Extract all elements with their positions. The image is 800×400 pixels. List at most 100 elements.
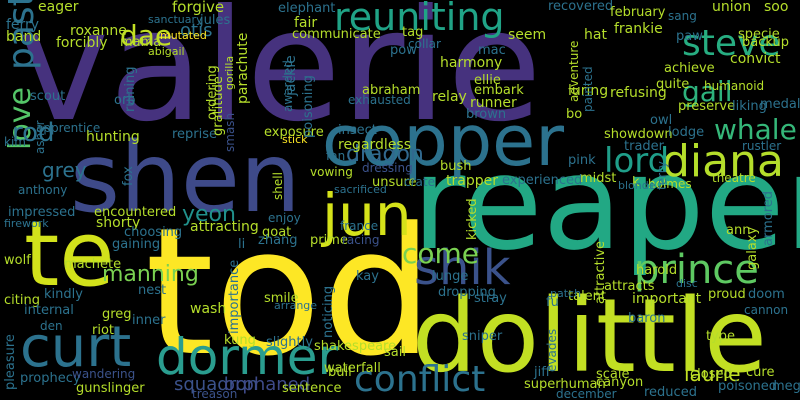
cloud-word-crate: crate [404,175,435,189]
cloud-word-mutated: mutated [160,29,207,42]
cloud-word-impressed: impressed [8,205,76,220]
cloud-word-bull: bull [328,365,352,380]
cloud-word-regardless: regardless [338,137,412,153]
cloud-word-gaining: gaining [112,237,161,252]
cloud-word-talent: talent [568,289,607,304]
cloud-word-communicate: communicate [292,27,381,42]
cloud-word-showdown: showdown [604,127,673,142]
cloud-word-specie: specie [738,27,780,42]
cloud-word-proud: proud [708,287,746,302]
cloud-word-kim: kim [4,135,26,149]
cloud-word-den: den [40,319,63,333]
cloud-word-quite: quite [656,77,690,92]
cloud-word-canyon: canyon [596,375,644,390]
cloud-word-asher: asher [33,120,47,154]
cloud-word-kung: kung [224,333,256,348]
cloud-word-zhang: zhang [258,233,298,248]
cloud-word-closed: closed [690,367,732,382]
cloud-word-owl: owl [650,113,673,128]
cloud-word-treason: treason [192,387,238,400]
cloud-word-collar: collar [408,37,441,51]
cloud-word-prophecy: prophecy [20,371,81,386]
cloud-word-fox: fox [121,166,136,186]
cloud-word-parachute: parachute [235,32,251,104]
cloud-word-rustler: rustler [742,139,782,153]
cloud-word-gunslinger: gunslinger [76,381,145,396]
cloud-word-kay: kay [356,269,379,284]
cloud-word-soo: soo [764,0,789,15]
cloud-word-orb: orb [114,93,136,108]
cloud-word-jackie: jackie [283,55,299,96]
cloud-word-wandering: wandering [72,367,136,381]
cloud-word-type: type [706,329,736,344]
cloud-word-insect: insect [338,123,377,138]
cloud-word-ellie: ellie [474,73,501,88]
cloud-word-lunge: lunge [432,269,469,284]
cloud-word-adventure: adventure [567,40,581,102]
cloud-word-sanctuary: sanctuary [148,13,203,26]
cloud-word-important: important [632,291,702,307]
cloud-word-fan: fan [326,149,346,163]
cloud-word-embark: embark [474,83,524,98]
cloud-word-theatre: theatre [712,171,756,185]
cloud-word-attractive: attractive [593,240,608,304]
cloud-word-smash: smash [223,112,237,152]
cloud-word-preserve: preserve [678,99,736,114]
cloud-word-baron: baron [628,311,666,326]
cloud-word-tag: tag [402,25,424,40]
cloud-word-citing: citing [4,293,40,308]
cloud-word-abigail: abigail [148,45,185,58]
cloud-word-grey: grey [42,158,87,182]
cloud-word-whale: whale [714,113,797,146]
cloud-word-sentence: sentence [282,381,342,396]
cloud-word-reuniting: reuniting [334,0,505,39]
cloud-word-stick: stick [282,133,308,146]
cloud-word-sail: sail [384,345,406,360]
cloud-word-riot: riot [92,323,115,338]
cloud-word-lodge: lodge [668,125,705,140]
cloud-word-inner: inner [132,313,166,328]
cloud-word-machete: machete [64,257,122,272]
cloud-word-dolittle: dolittle [412,277,767,396]
cloud-word-nest: nest [138,283,167,298]
cloud-word-valerie: valerie [18,0,542,156]
cloud-word-trader: trader [624,139,665,154]
cloud-word-exhausted: exhausted [348,93,411,107]
cloud-word-armored: armored [761,190,776,246]
cloud-word-importance: importance [227,259,242,334]
cloud-word-relay: relay [432,89,467,105]
cloud-word-anthony: anthony [18,183,68,197]
cloud-word-bush: bush [440,159,472,174]
cloud-word-recovered: recovered [548,0,614,14]
cloud-word-shik: shik [414,240,511,296]
cloud-word-liking: liking [732,99,767,114]
cloud-word-backup: backup [742,35,789,50]
cloud-word-kicked: kicked [465,198,480,240]
cloud-word-medal: medal [760,97,800,112]
cloud-word-prime: prime [310,233,348,248]
cloud-word-pow: pow [390,43,417,58]
cloud-word-blonde: blonde [618,179,656,192]
cloud-word-tod: tod [145,190,434,395]
cloud-word-shorty: shorty [96,215,141,231]
cloud-word-cannon: cannon [744,303,789,317]
cloud-word-paw: paw [676,29,703,44]
cloud-word-unsure: unsure [372,175,417,190]
cloud-word-greg: greg [102,307,132,322]
cloud-word-steve: steve [682,23,781,64]
cloud-word-firework: firework [4,217,49,230]
cloud-word-lord: lord [604,141,670,181]
cloud-word-jun: jun [322,181,412,249]
cloud-word-midst: midst [580,171,617,186]
cloud-word-elephant: elephant [278,1,336,16]
cloud-word-dormer: dormer [156,328,339,386]
cloud-word-sacrificed: sacrificed [334,183,387,196]
cloud-word-yeon: yeon [182,202,236,227]
cloud-word-hat: hat [584,27,607,43]
cloud-word-fair: fair [294,15,318,31]
cloud-word-arrange: arrange [274,299,318,312]
cloud-word-shakespeare: shakespeare [314,339,397,354]
cloud-word-luring: luring [568,83,609,99]
cloud-word-curt: curt [20,315,132,380]
